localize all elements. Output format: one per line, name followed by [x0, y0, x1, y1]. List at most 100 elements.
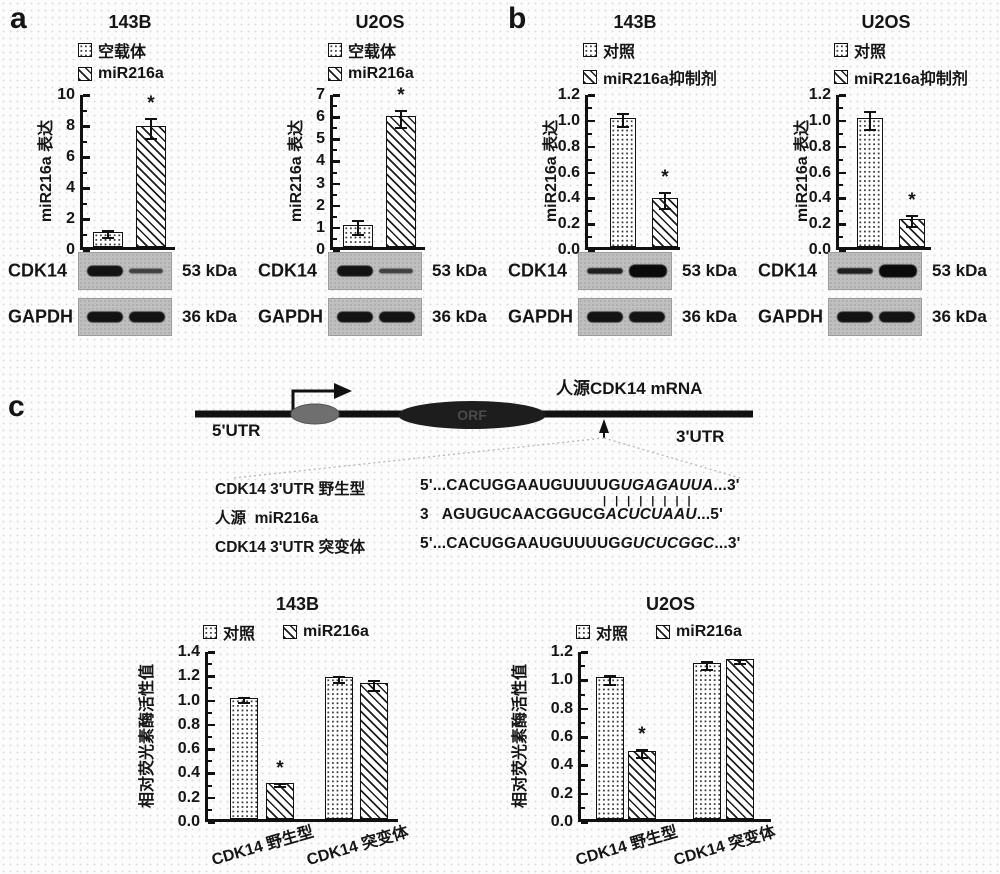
y-tick-mark [333, 249, 340, 252]
legend-item: 空载体 [328, 38, 414, 62]
y-minor-tick-mark [581, 778, 585, 781]
protein-band [87, 265, 123, 277]
plot-area: 1.2 1.0 0.8 0.6 0.4 0.2 0.0 * [809, 86, 931, 258]
plot-area: 1.2 1.0 0.8 0.6 0.4 0.2 0.0 * [558, 86, 680, 258]
legend-item: 对照 [583, 38, 717, 62]
dots-swatch-icon [328, 43, 342, 57]
error-bar [357, 221, 359, 235]
mrna-name-label: 人源CDK14 mRNA [556, 379, 703, 398]
y-minor-tick-mark [839, 236, 843, 239]
legend-label: 对照 [223, 626, 256, 643]
hatch-swatch-icon [656, 625, 671, 639]
y-tick-mark [839, 171, 846, 174]
gel-strip [578, 298, 672, 336]
y-tick-label: 2 [316, 196, 325, 214]
error-bar-cap [102, 236, 114, 239]
legend-item: miR216a [656, 620, 742, 644]
chart-title: 143B [108, 12, 152, 32]
y-tick-mark [83, 156, 90, 159]
transcription-arrowhead-icon [334, 383, 352, 399]
error-bar-cap [906, 225, 918, 228]
blot-row-gapdh: GAPDH 36 kDa [758, 298, 1000, 336]
y-tick-mark [588, 94, 595, 97]
y-tick-mark [588, 145, 595, 149]
error-bar-cap [906, 215, 918, 218]
panel-a-label: a [10, 2, 27, 35]
error-bar [373, 681, 375, 691]
dots-swatch-icon [576, 625, 590, 639]
chart-title: 143B [275, 594, 320, 614]
error-bar-cap [368, 689, 380, 692]
y-tick-label: 1.2 [808, 86, 831, 103]
molecular-weight-label: 53 kDa [182, 261, 237, 280]
error-bar-cap [604, 683, 616, 686]
y-minor-tick-mark [588, 184, 592, 187]
y-minor-tick-mark [581, 806, 585, 809]
legend-item: miR216a抑制剂 [583, 65, 717, 89]
significance-asterisk: * [397, 84, 405, 106]
bar-空载体 [343, 224, 373, 247]
bar-miR216a [628, 751, 656, 819]
legend-item: miR216a [328, 65, 414, 83]
protein-label: CDK14 [508, 260, 568, 281]
gel-strip [328, 298, 422, 336]
y-tick-label: 1 [316, 218, 325, 236]
protein-label: CDK14 [758, 260, 818, 281]
protein-label: CDK14 [8, 260, 68, 281]
y-tick-mark [588, 197, 595, 200]
y-minor-tick-mark [208, 663, 212, 666]
error-bar-cap [274, 786, 286, 789]
chart-legend: 空载体 miR216a [328, 38, 414, 83]
y-tick-mark [333, 160, 340, 163]
y-minor-tick-mark [83, 171, 87, 174]
molecular-weight-label: 53 kDa [932, 261, 987, 280]
error-bar-cap [864, 128, 876, 131]
legend-label: 空载体 [348, 44, 397, 61]
y-minor-tick-mark [83, 109, 87, 112]
legend-item: miR216a [283, 620, 369, 644]
y-tick-mark [208, 699, 215, 703]
error-bar-cap [636, 757, 648, 760]
y-tick-mark [839, 197, 846, 200]
chart-legend: 空载体 miR216a [78, 38, 164, 83]
protein-band [379, 311, 415, 323]
protein-band [879, 264, 917, 278]
chart-a-143b: 143B 空载体 miR216a miR216a 表达 10 8 6 4 2 0 * [34, 12, 254, 258]
error-bar [911, 216, 913, 227]
chart-a-u2os: U2OS 空载体 miR216a miR216a 表达 7 6 5 4 3 2 1 0 * [284, 12, 504, 258]
dots-swatch-icon [834, 43, 848, 57]
y-minor-tick-mark [333, 149, 337, 152]
y-minor-tick-mark [208, 687, 212, 690]
panel-c-label: c [8, 390, 25, 423]
y-tick-label: 10 [57, 86, 75, 103]
y-tick-mark [208, 723, 215, 727]
hatch-swatch-icon [78, 67, 92, 81]
chart-title: 143B [613, 12, 657, 32]
target-site-arrow-icon [599, 419, 609, 433]
protein-band [837, 311, 873, 323]
bar-对照 [325, 676, 353, 819]
legend-item: 对照 [834, 38, 968, 62]
legend-item: 空载体 [78, 38, 164, 62]
protein-band [337, 265, 373, 277]
y-tick-label: 0.0 [557, 241, 580, 258]
y-minor-tick-mark [333, 193, 337, 196]
y-tick-label: 0.0 [550, 813, 573, 830]
y-tick-label: 0.2 [557, 215, 580, 233]
chart-b-143b: 143B 对照 miR216a抑制剂 miR216a 表达 1.2 1.0 0.8 0.… [539, 12, 759, 258]
molecular-weight-label: 36 kDa [932, 307, 987, 326]
y-tick-mark [839, 249, 846, 252]
chart-title: U2OS [861, 12, 911, 32]
y-minor-tick-mark [588, 106, 592, 109]
bar-对照 [693, 663, 721, 819]
error-bar-cap [617, 126, 629, 129]
y-minor-tick-mark [581, 721, 585, 724]
y-tick-mark [208, 821, 215, 824]
panel-b-label: b [508, 2, 527, 35]
y-tick-mark [581, 651, 588, 654]
y-tick-mark [333, 182, 340, 186]
chart-b-u2os: U2OS 对照 miR216a抑制剂 miR216a 表达 1.2 1.0 0.8 0.… [790, 12, 1000, 258]
gel-strip [828, 298, 922, 336]
protein-band [837, 268, 873, 274]
y-minor-tick-mark [581, 750, 585, 753]
